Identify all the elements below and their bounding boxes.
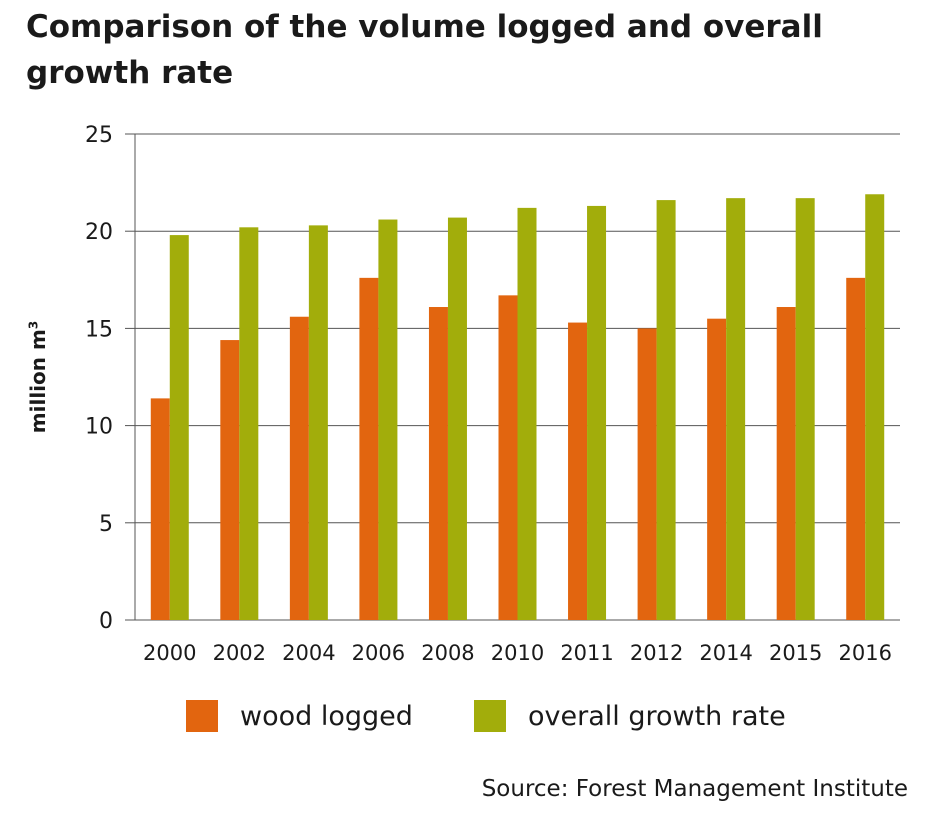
x-tick-label: 2015: [769, 641, 822, 665]
legend: wood logged overall growth rate: [0, 700, 934, 744]
y-tick-labels: 0 5 10 15 20 25: [85, 123, 113, 634]
bar-wood-logged-2016: [846, 277, 866, 620]
legend-item-wood-logged: wood logged: [186, 700, 413, 732]
x-tick-label: 2006: [352, 641, 405, 665]
bar-overall-growth-rate-2014: [726, 198, 746, 621]
y-tick-label: 10: [85, 415, 113, 440]
bar-overall-growth-rate-2012: [656, 200, 676, 620]
bar-wood-logged-2006: [359, 277, 379, 620]
y-tick-label: 5: [99, 512, 113, 537]
x-tick-label: 2011: [560, 641, 613, 665]
bar-wood-logged-2010: [498, 295, 518, 620]
bar-overall-growth-rate-2008: [447, 217, 467, 621]
y-tick-label: 25: [85, 123, 113, 148]
y-tick-label: 15: [85, 317, 113, 342]
bar-overall-growth-rate-2015: [795, 198, 815, 621]
bar-wood-logged-2000: [150, 398, 170, 620]
bar-overall-growth-rate-2016: [865, 194, 885, 620]
legend-label-overall-growth-rate: overall growth rate: [528, 700, 786, 732]
x-tick-label: 2002: [213, 641, 266, 665]
bar-wood-logged-2002: [220, 340, 240, 620]
legend-swatch-overall-growth-rate: [474, 700, 506, 732]
bar-wood-logged-2008: [428, 307, 448, 620]
x-tick-label: 2004: [282, 641, 335, 665]
bar-wood-logged-2011: [568, 322, 588, 620]
x-tick-label: 2016: [839, 641, 892, 665]
x-tick-labels: 2000 2002 2004 2006 2008 2010 2011 2012 2014 2015…: [143, 641, 892, 665]
legend-swatch-wood-logged: [186, 700, 218, 732]
y-tick-label: 20: [85, 220, 113, 245]
x-tick-label: 2010: [491, 641, 544, 665]
bars: [150, 194, 885, 621]
legend-label-wood-logged: wood logged: [240, 700, 413, 732]
bar-overall-growth-rate-2004: [308, 225, 328, 621]
x-tick-label: 2008: [421, 641, 474, 665]
bar-overall-growth-rate-2006: [378, 219, 398, 620]
x-tick-label: 2000: [143, 641, 196, 665]
bar-overall-growth-rate-2010: [517, 207, 537, 620]
chart-title: Comparison of the volume logged and over…: [26, 9, 823, 91]
bar-wood-logged-2012: [637, 328, 657, 620]
legend-item-overall-growth-rate: overall growth rate: [474, 700, 786, 732]
x-tick-label: 2012: [630, 641, 683, 665]
bar-overall-growth-rate-2002: [239, 227, 259, 620]
bar-wood-logged-2014: [707, 318, 727, 620]
source-note: Source: Forest Management Institute: [481, 776, 908, 802]
x-tick-label: 2014: [699, 641, 752, 665]
bar-overall-growth-rate-2011: [587, 205, 607, 621]
y-tick-label: 0: [99, 609, 113, 634]
bar-wood-logged-2004: [289, 316, 309, 620]
bar-wood-logged-2015: [776, 307, 796, 620]
bar-overall-growth-rate-2000: [169, 235, 189, 620]
